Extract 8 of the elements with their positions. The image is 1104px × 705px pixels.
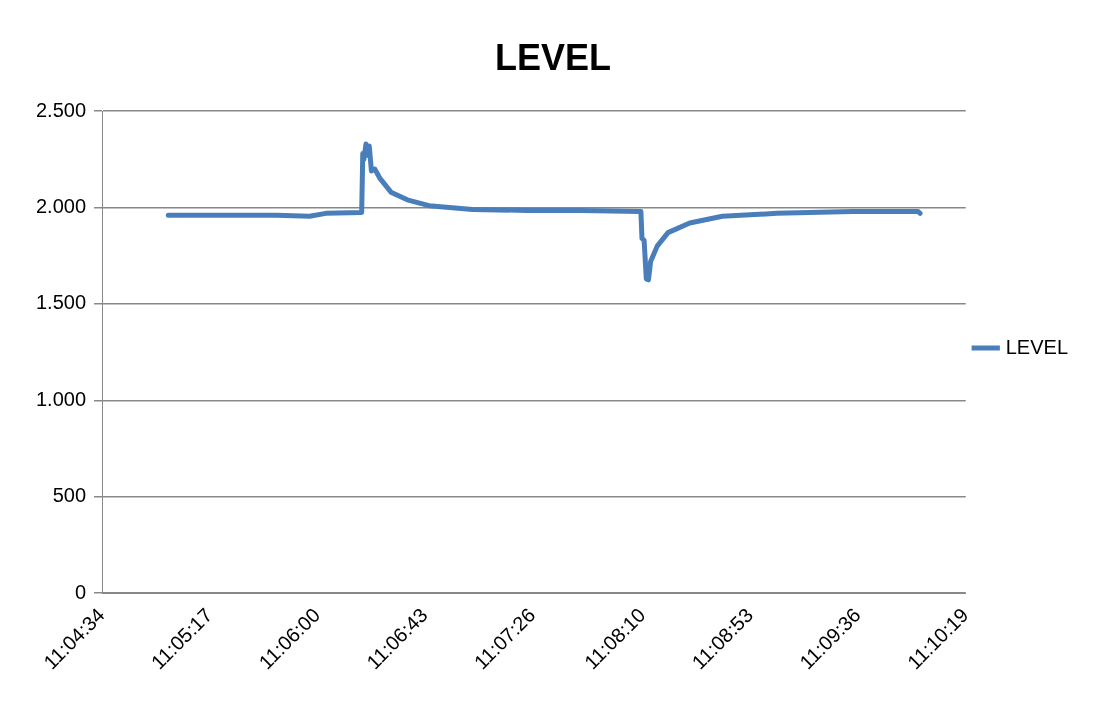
y-tick-label: 2.000 <box>35 195 87 218</box>
y-tick-label: 0 <box>74 580 87 603</box>
y-tick-label: 1.000 <box>35 387 87 410</box>
chart-title: LEVEL <box>494 36 612 78</box>
y-tick-label: 2.500 <box>35 98 87 121</box>
y-tick-label: 500 <box>52 484 87 507</box>
legend-label: LEVEL <box>1005 335 1068 358</box>
y-tick-label: 1.500 <box>35 291 87 314</box>
